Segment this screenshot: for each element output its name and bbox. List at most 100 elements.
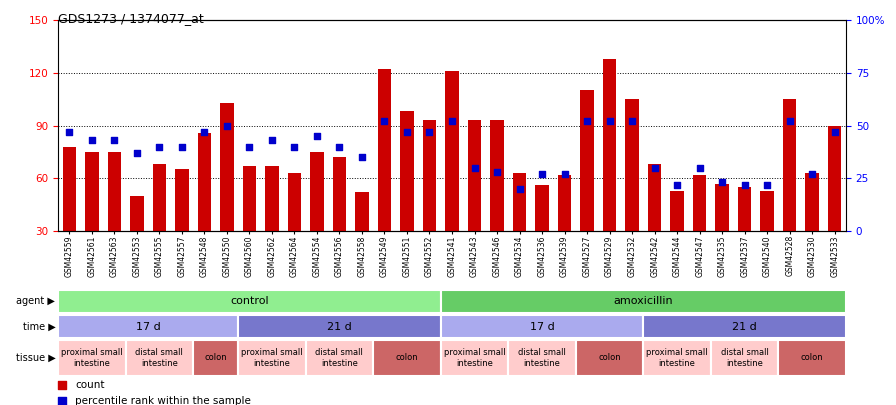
Point [400, 129, 414, 135]
Bar [220, 103, 234, 231]
Bar [761, 191, 774, 231]
FancyBboxPatch shape [643, 315, 846, 338]
FancyBboxPatch shape [711, 340, 779, 376]
Bar [806, 173, 819, 231]
Point [310, 133, 324, 139]
Point [175, 143, 189, 150]
Text: control: control [230, 296, 269, 307]
Bar [738, 187, 752, 231]
Text: proximal small
intestine: proximal small intestine [646, 348, 708, 368]
Point [715, 179, 729, 186]
Text: proximal small
intestine: proximal small intestine [241, 348, 303, 368]
Text: 17 d: 17 d [530, 322, 555, 332]
Point [535, 171, 549, 177]
Text: 21 d: 21 d [327, 322, 352, 332]
Bar [355, 192, 368, 231]
Point [828, 129, 842, 135]
Bar [130, 196, 143, 231]
Bar [445, 71, 459, 231]
Point [602, 118, 616, 125]
Bar [108, 152, 121, 231]
Text: proximal small
intestine: proximal small intestine [61, 348, 123, 368]
Point [197, 129, 211, 135]
Bar [265, 166, 279, 231]
Text: colon: colon [801, 354, 823, 362]
Text: proximal small
intestine: proximal small intestine [444, 348, 505, 368]
Bar [828, 126, 841, 231]
FancyBboxPatch shape [374, 340, 441, 376]
FancyBboxPatch shape [508, 340, 576, 376]
Bar [63, 147, 76, 231]
Text: 21 d: 21 d [732, 322, 757, 332]
Point [670, 181, 685, 188]
Bar [581, 90, 594, 231]
Bar [378, 69, 392, 231]
Text: distal small
intestine: distal small intestine [315, 348, 364, 368]
Point [84, 137, 99, 143]
Bar [490, 120, 504, 231]
Bar [513, 173, 526, 231]
Text: distal small
intestine: distal small intestine [720, 348, 769, 368]
Text: 17 d: 17 d [135, 322, 160, 332]
Bar [715, 183, 729, 231]
Point [355, 154, 369, 160]
FancyBboxPatch shape [58, 290, 441, 313]
Point [242, 143, 256, 150]
FancyBboxPatch shape [125, 340, 193, 376]
FancyBboxPatch shape [238, 340, 306, 376]
Text: colon: colon [599, 354, 621, 362]
FancyBboxPatch shape [441, 340, 508, 376]
Point [760, 181, 774, 188]
Bar [468, 120, 481, 231]
Point [580, 118, 594, 125]
FancyBboxPatch shape [58, 315, 238, 338]
Bar [310, 152, 323, 231]
Text: colon: colon [204, 354, 227, 362]
Text: count: count [75, 380, 105, 390]
Point [264, 137, 279, 143]
Bar [288, 173, 301, 231]
Bar [423, 120, 436, 231]
Text: GDS1273 / 1374077_at: GDS1273 / 1374077_at [58, 12, 203, 25]
Point [468, 164, 482, 171]
FancyBboxPatch shape [779, 340, 846, 376]
FancyBboxPatch shape [238, 315, 441, 338]
Point [152, 143, 167, 150]
Point [625, 118, 639, 125]
Bar [558, 175, 572, 231]
Point [737, 181, 752, 188]
FancyBboxPatch shape [643, 340, 711, 376]
Text: distal small
intestine: distal small intestine [518, 348, 566, 368]
Bar [85, 152, 99, 231]
Text: percentile rank within the sample: percentile rank within the sample [75, 396, 251, 405]
Bar [625, 99, 639, 231]
Point [108, 137, 122, 143]
Point [377, 118, 392, 125]
Bar [401, 111, 414, 231]
Bar [693, 175, 706, 231]
Point [332, 143, 347, 150]
Point [648, 164, 662, 171]
Bar [243, 166, 256, 231]
Point [782, 118, 797, 125]
FancyBboxPatch shape [306, 340, 374, 376]
FancyBboxPatch shape [441, 290, 846, 313]
Point [444, 118, 459, 125]
Point [422, 129, 436, 135]
Point [480, 350, 495, 356]
FancyBboxPatch shape [576, 340, 643, 376]
Point [62, 129, 76, 135]
Point [480, 209, 495, 216]
Text: tissue ▶: tissue ▶ [15, 353, 56, 363]
FancyBboxPatch shape [193, 340, 238, 376]
Bar [152, 164, 166, 231]
Point [806, 171, 820, 177]
Bar [648, 164, 661, 231]
Bar [670, 191, 684, 231]
Point [130, 150, 144, 156]
Bar [535, 185, 549, 231]
Point [288, 143, 302, 150]
Bar [783, 99, 797, 231]
Point [557, 171, 572, 177]
Point [513, 185, 527, 192]
